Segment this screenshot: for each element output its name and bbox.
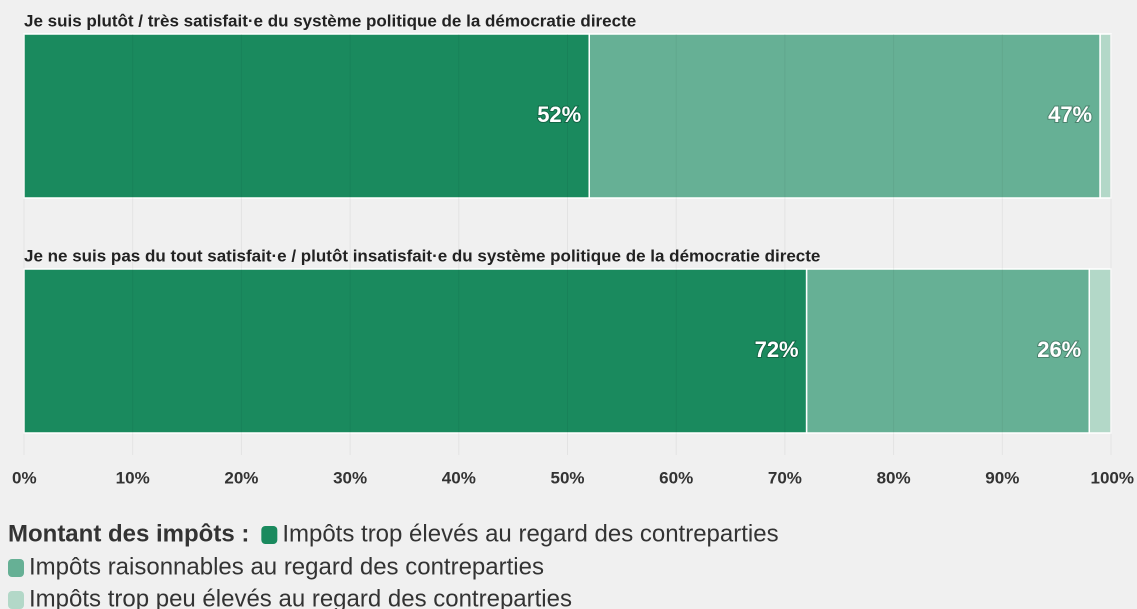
x-tick-label: 20% xyxy=(224,468,258,487)
x-tick-label: 100% xyxy=(1091,468,1134,487)
bar-segment xyxy=(1099,33,1112,199)
legend-label: Impôts trop élevés au regard des contrep… xyxy=(282,520,778,547)
legend-label: Impôts trop peu élevés au regard des con… xyxy=(29,585,572,609)
bar-segment xyxy=(805,268,1091,434)
value-label: 47% xyxy=(1048,102,1092,127)
x-tick-label: 80% xyxy=(877,468,911,487)
x-tick-label: 60% xyxy=(659,468,693,487)
legend-swatch xyxy=(261,526,278,544)
x-tick-label: 10% xyxy=(116,468,150,487)
x-tick-label: 70% xyxy=(768,468,802,487)
x-tick-label: 40% xyxy=(442,468,476,487)
legend-swatch xyxy=(8,591,24,609)
x-tick-label: 30% xyxy=(333,468,367,487)
bar-segment xyxy=(23,33,590,199)
legend-swatch xyxy=(8,559,24,577)
bar-segment xyxy=(1088,268,1112,434)
bar-segment xyxy=(588,33,1101,199)
legend-title: Montant des impôts : xyxy=(8,520,249,547)
x-tick-label: 0% xyxy=(12,468,37,487)
value-label: 52% xyxy=(537,102,581,127)
value-label: 26% xyxy=(1037,337,1081,362)
bar-title: Je suis plutôt / très satisfait·e du sys… xyxy=(24,11,636,30)
value-label: 72% xyxy=(755,337,799,362)
bar-segment xyxy=(23,268,808,434)
bar-title: Je ne suis pas du tout satisfait·e / plu… xyxy=(24,246,820,265)
legend-label: Impôts raisonnables au regard des contre… xyxy=(29,553,544,580)
x-tick-label: 90% xyxy=(985,468,1019,487)
x-tick-label: 50% xyxy=(550,468,584,487)
